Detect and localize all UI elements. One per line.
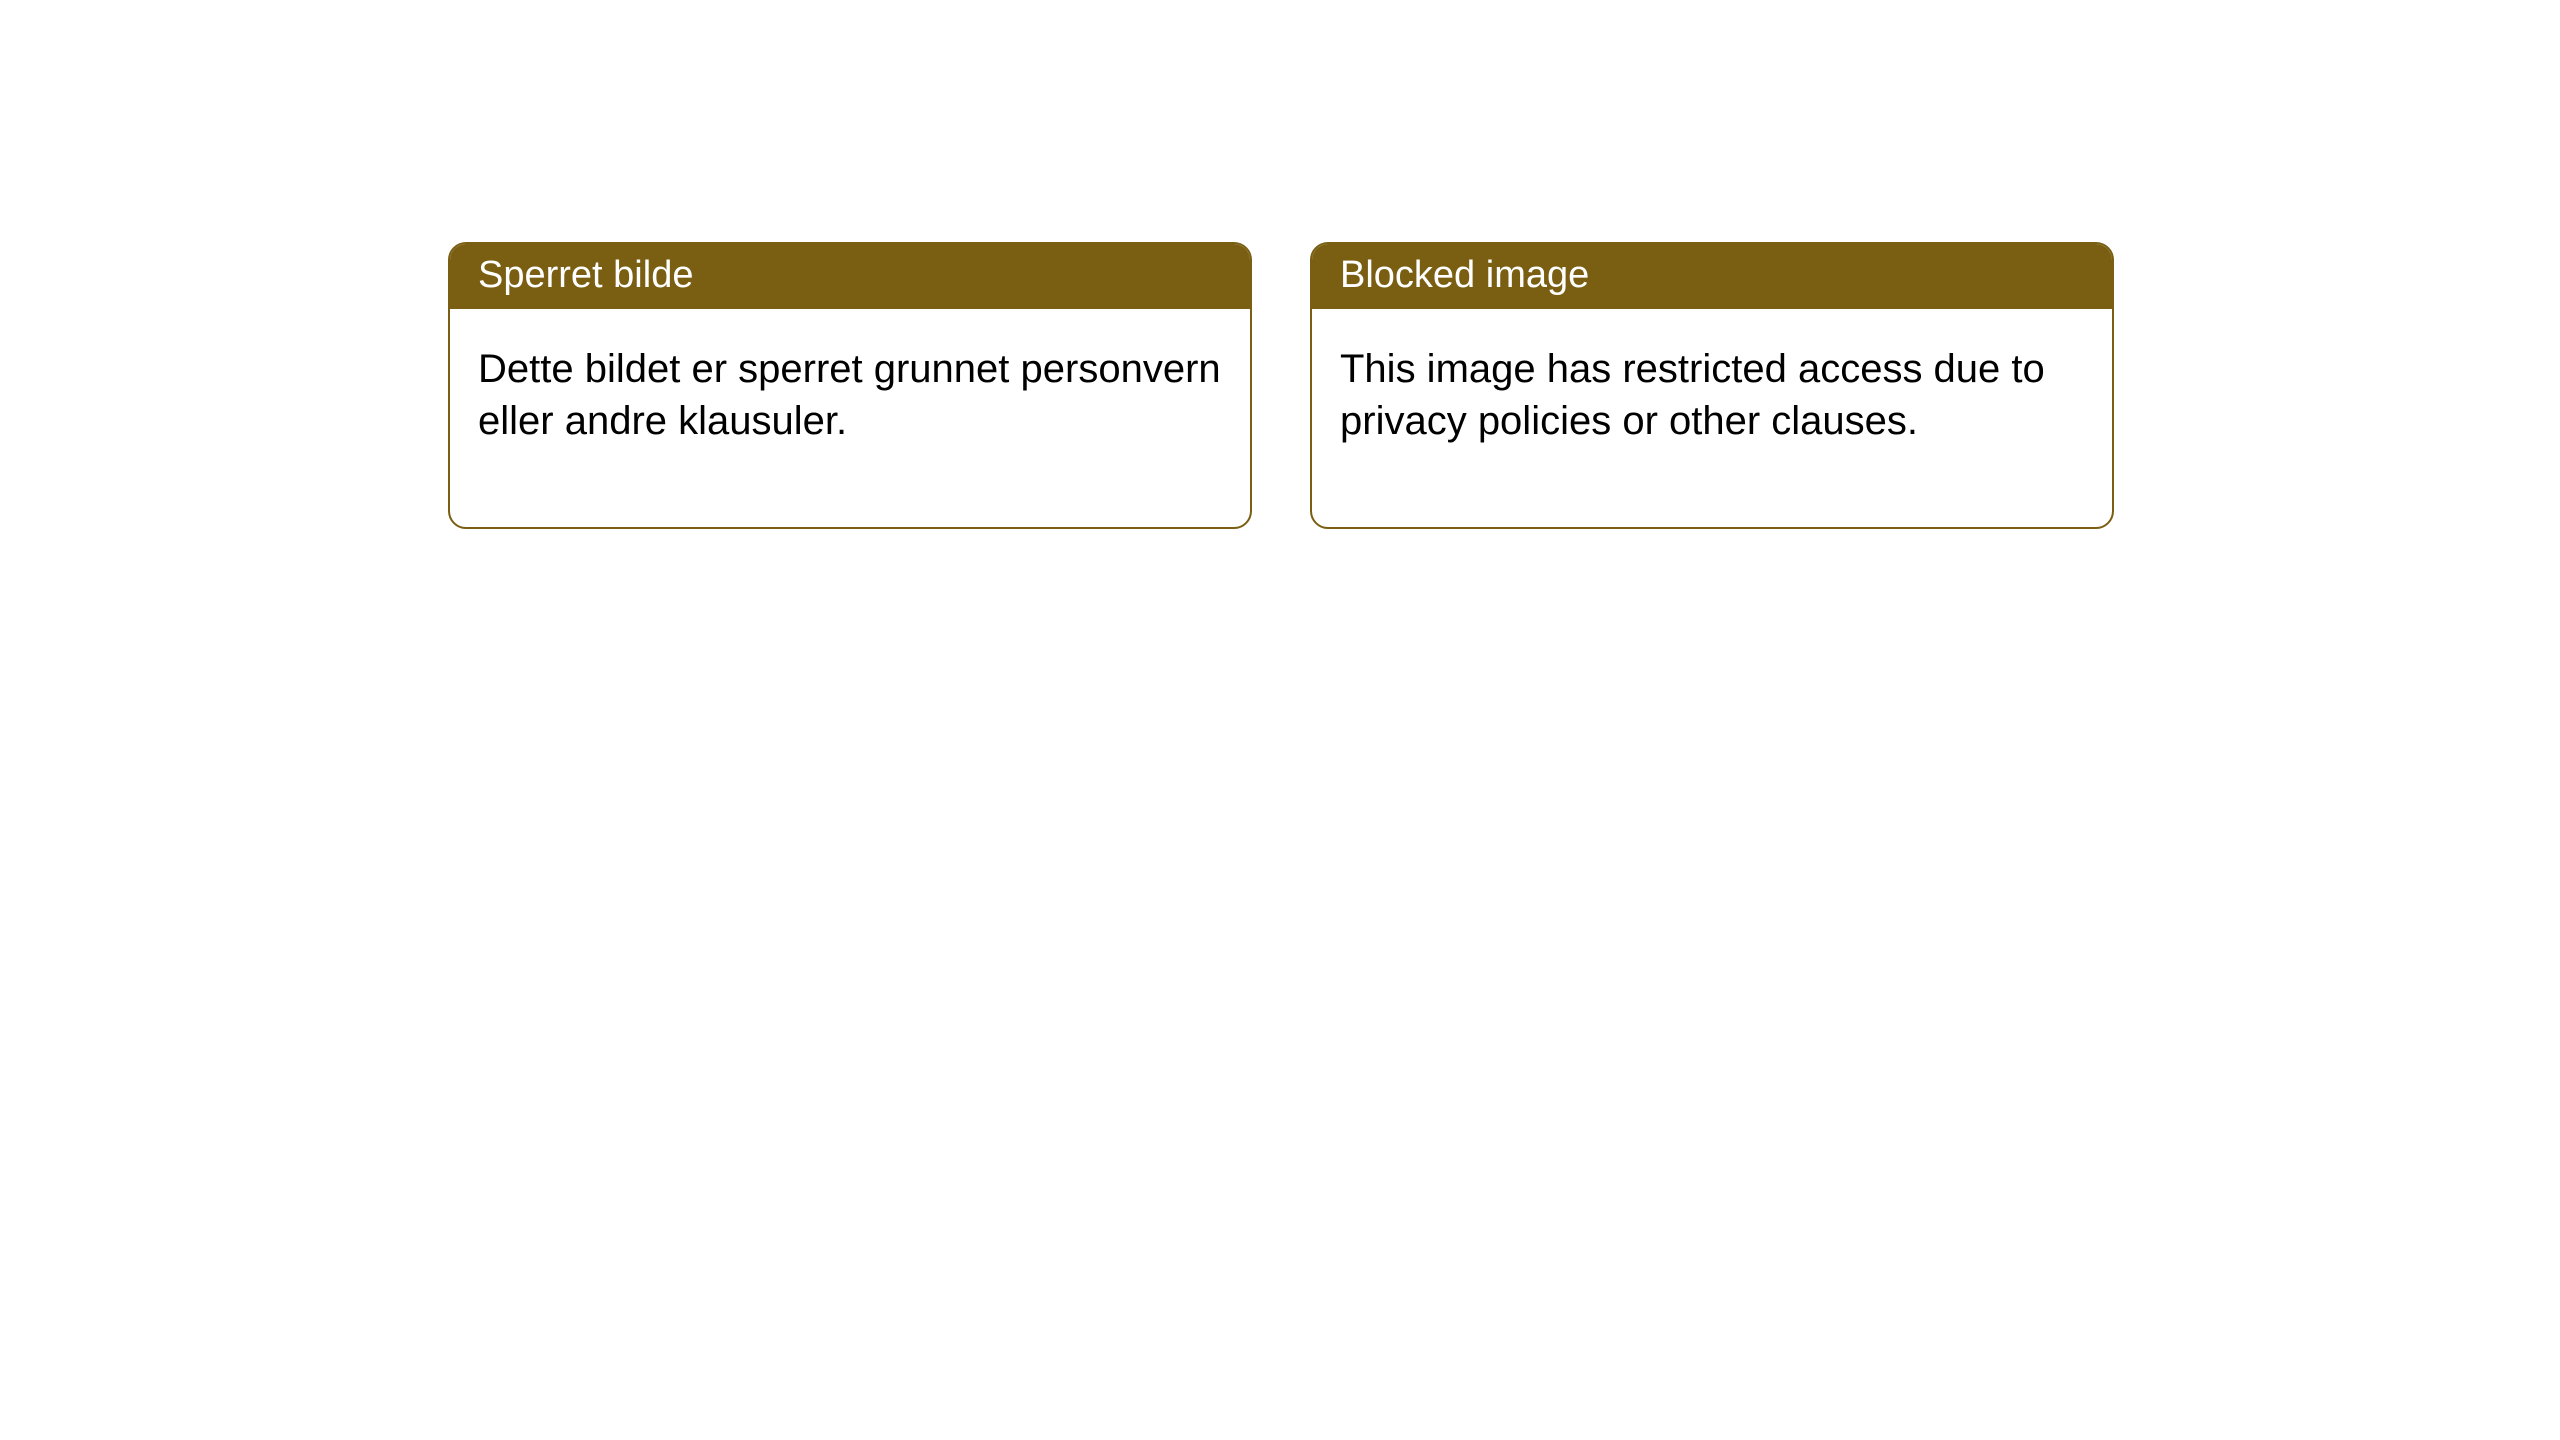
notice-body-text: Dette bildet er sperret grunnet personve… — [478, 347, 1221, 443]
notice-card-english: Blocked image This image has restricted … — [1310, 242, 2114, 529]
notice-body: This image has restricted access due to … — [1312, 309, 2112, 527]
notice-body-text: This image has restricted access due to … — [1340, 347, 2045, 443]
notice-title: Sperret bilde — [478, 254, 693, 296]
notice-header: Blocked image — [1312, 244, 2112, 309]
notice-container: Sperret bilde Dette bildet er sperret gr… — [448, 242, 2114, 529]
notice-card-norwegian: Sperret bilde Dette bildet er sperret gr… — [448, 242, 1252, 529]
notice-header: Sperret bilde — [450, 244, 1250, 309]
notice-body: Dette bildet er sperret grunnet personve… — [450, 309, 1250, 527]
notice-title: Blocked image — [1340, 254, 1589, 296]
